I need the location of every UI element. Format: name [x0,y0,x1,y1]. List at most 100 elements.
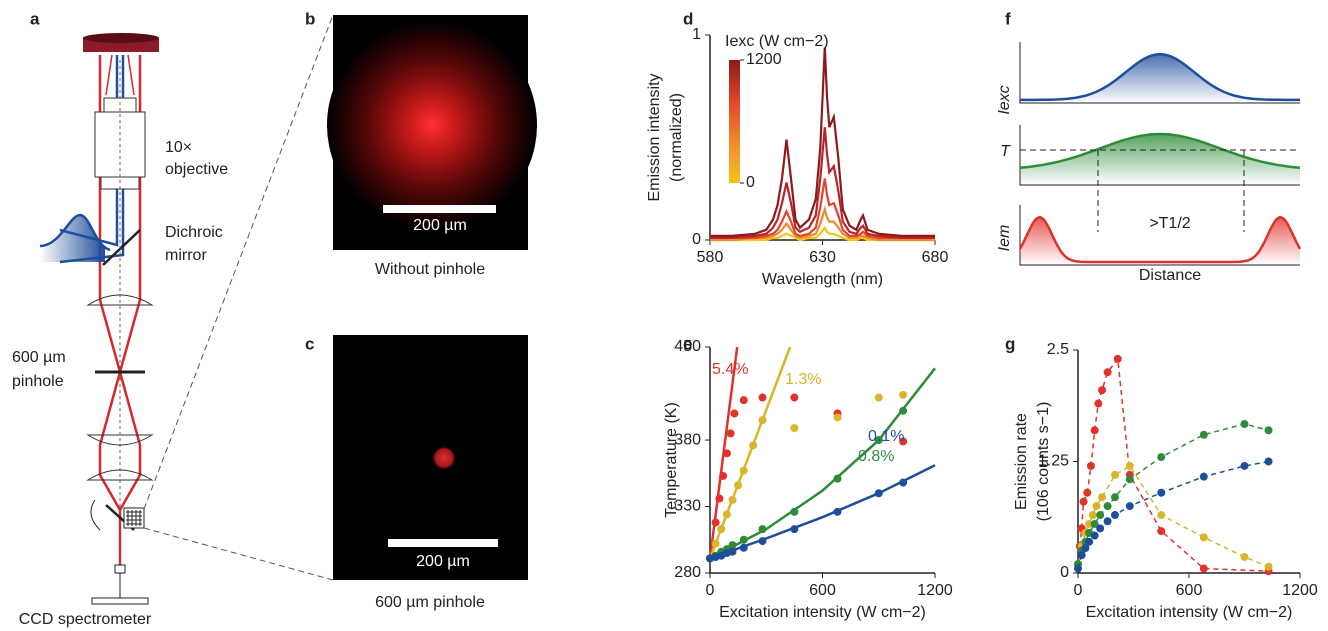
data-point [1083,488,1092,497]
data-point [722,449,731,458]
x-tick-label: 0 [706,582,715,599]
data-point [1103,368,1112,377]
x-tick-label: 630 [809,249,836,266]
data-point [717,525,726,534]
y-tick-label: 380 [674,431,701,448]
series-line [710,47,935,237]
data-point [1125,461,1134,470]
data-point [790,525,799,534]
colorbar-tick-label: 1200 [746,51,782,68]
diagram-label: mirror [165,247,207,264]
excitation-profile [40,215,105,262]
data-point [1103,517,1112,526]
y-axis-label: Emission rate [1013,413,1030,510]
optical-diagram: 10× objective Dichroic mirror 600 µm pin… [12,14,334,628]
data-point [1240,461,1249,470]
data-point [711,518,720,527]
data-point [1199,533,1208,542]
data-point [1125,502,1134,511]
data-point [1199,564,1208,573]
series-line [710,127,935,239]
data-point [1096,524,1105,533]
data-point [833,413,842,422]
data-point [1264,457,1273,466]
data-point [1096,511,1105,520]
data-point [1098,493,1107,502]
data-point [1111,511,1119,520]
series-line [1077,464,1269,568]
colorbar-tick-label: 0 [746,174,755,191]
dichroic-mirror [102,229,141,266]
diagram-label: 10× [165,139,192,156]
data-point [758,537,767,546]
schematic-area [1020,54,1300,103]
data-point [728,541,737,550]
schematic: Iexc T Iem >T1/2 Distance [996,42,1302,284]
data-point [1092,502,1101,511]
data-point [1240,420,1249,429]
panel-label: c [305,334,314,353]
data-point [1077,551,1086,560]
data-point [739,535,748,544]
zoom-line [143,527,334,581]
diagram-label: objective [165,161,228,178]
zoom-line [143,14,334,510]
lens [86,469,154,481]
data-point [1088,511,1097,520]
x-tick-label: 680 [922,249,949,266]
data-point [1079,497,1088,506]
series-line [710,178,935,239]
diagram-label: Dichroic [165,224,223,241]
data-point [1090,531,1099,540]
panel-label: e [683,334,692,353]
data-point [1081,544,1090,553]
scale-bar-label: 200 µm [416,553,470,570]
data-point [899,478,908,487]
flip-arrow [90,499,101,531]
data-point [1125,475,1134,484]
y-tick-label: 0 [692,231,701,248]
y-axis-label: (106 counts s−1) [1035,402,1052,522]
emission-spot [433,447,455,469]
panel-label: b [305,9,315,28]
x-tick-label: 580 [697,249,724,266]
schematic-curve [1019,132,1301,170]
data-point [1086,461,1095,470]
schematic-curve [1020,52,1300,102]
y-axis-label: Temperature (K) [663,402,680,518]
schematic-label: Iexc [996,85,1013,114]
data-point [730,409,739,418]
x-tick-label: 0 [1074,582,1083,599]
data-point [1199,472,1208,481]
fit-line [708,346,792,559]
data-point [874,436,883,445]
image-b: 200 µm Without pinhole [327,15,537,278]
excitation-curve [39,213,111,252]
x-tick-label: 600 [1176,582,1203,599]
data-point [728,495,737,504]
series-line [710,205,935,242]
data-point [1085,537,1094,546]
lens [86,434,154,446]
data-point [1111,470,1119,479]
camera [123,507,145,529]
data-point [1113,354,1122,363]
series-line [710,225,935,242]
fit-line [709,464,936,560]
data-point [1240,552,1249,561]
series-label: 0.1% [868,428,904,445]
sample-top [83,33,159,43]
diagram-label: 600 µm [12,349,66,366]
data-point [726,429,735,438]
data-point [734,481,743,490]
data-point [1094,399,1103,408]
data-point [790,393,799,402]
schematic-label: Iem [996,225,1013,252]
image-c: 200 µm 600 µm pinhole [333,335,528,611]
data-point [790,424,799,433]
data-point [1098,386,1107,395]
emission-glow [327,20,537,230]
data-point [715,494,724,503]
